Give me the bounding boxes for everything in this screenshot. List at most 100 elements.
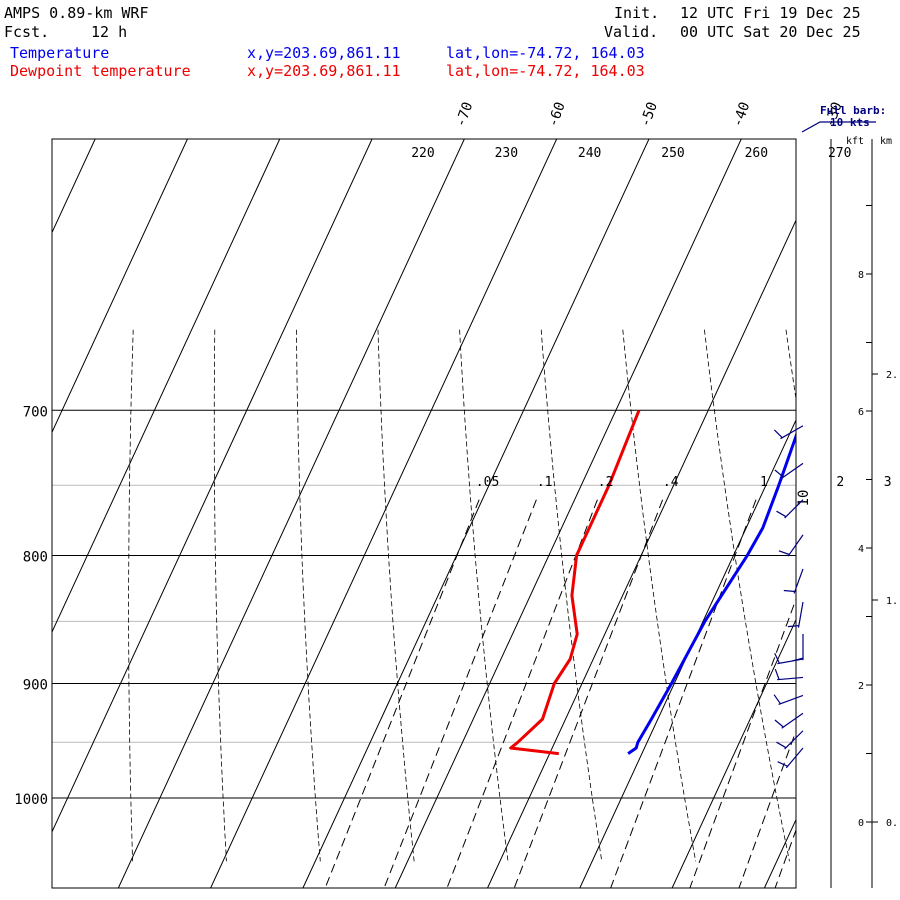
wind-barb xyxy=(783,568,804,594)
mixing-ratio-label: .4 xyxy=(663,475,679,490)
height-label-km: 0. xyxy=(886,818,898,829)
dry-adiabat xyxy=(128,329,134,862)
wind-barb xyxy=(792,634,804,662)
height-label-kft: 0 xyxy=(858,818,864,829)
legend-temperature-latlon: lat,lon=-74.72, 164.03 xyxy=(446,44,645,62)
height-label-kft: 4 xyxy=(858,544,864,555)
height-label-km: 2. xyxy=(886,370,898,381)
forecast-value: 12 h xyxy=(91,23,128,41)
theta-label: 240 xyxy=(578,146,601,161)
isotherm-line xyxy=(763,818,796,888)
height-axis: kft km 8 6 4 2 0 2. 1. 0. xyxy=(830,136,898,888)
legend-temperature-xy: x,y=203.69,861.11 xyxy=(247,44,401,62)
mixing-ratio-line xyxy=(324,499,480,888)
dry-adiabat xyxy=(377,329,415,862)
mixing-ratio-label: 3 xyxy=(884,475,892,490)
dry-adiabat xyxy=(213,329,227,862)
series-dewpoint-temperature xyxy=(509,409,641,756)
isotherm-line xyxy=(487,219,796,888)
legend-dewpoint-latlon: lat,lon=-74.72, 164.03 xyxy=(446,62,645,80)
isotherm-label: -50 xyxy=(637,100,661,129)
isotherm-line xyxy=(302,139,650,888)
dry-adiabat xyxy=(540,329,603,862)
wind-barb xyxy=(773,694,804,705)
mixing-ratio-label: 1 xyxy=(760,475,768,490)
height-label-kft: 2 xyxy=(858,681,864,692)
isotherm-line xyxy=(52,139,373,833)
isotherm-line xyxy=(210,139,558,888)
mixing-ratio-label: .1 xyxy=(537,475,553,490)
mixing-ratio-label: 2 xyxy=(836,475,844,490)
isotherm-line xyxy=(52,139,281,634)
forecast-label: Fcst. xyxy=(4,23,50,41)
wind-barb xyxy=(776,499,804,519)
isotherms xyxy=(52,139,900,888)
pressure-label-700: 700 xyxy=(23,404,48,420)
height-units-kft: kft xyxy=(846,136,864,147)
pressure-label-1000: 1000 xyxy=(14,792,48,808)
pressure-gridlines xyxy=(52,409,796,799)
init-value: 12 UTC Fri 19 Dec 25 xyxy=(680,4,861,22)
dry-adiabat xyxy=(785,329,796,402)
pressure-label-800: 800 xyxy=(23,549,48,565)
isotherm-line xyxy=(394,139,742,888)
wind-barb xyxy=(774,462,804,479)
isotherm-label: -60 xyxy=(545,100,569,129)
isotherm-line xyxy=(857,139,900,888)
isotherm-line xyxy=(52,139,96,234)
theta-label: 220 xyxy=(411,146,434,161)
mixing-ratio-line xyxy=(774,828,796,888)
dry-adiabat xyxy=(704,329,790,862)
barb-note-sample xyxy=(801,121,876,133)
wind-barb xyxy=(773,425,804,440)
barb-note-line1: Full barb: xyxy=(820,104,886,117)
mixing-ratio-line xyxy=(383,499,537,888)
theta-label: 250 xyxy=(661,146,684,161)
pressure-label-900: 900 xyxy=(23,677,48,693)
theta-label: 270 xyxy=(828,146,851,161)
dry-adiabat xyxy=(296,329,321,862)
model-title: AMPS 0.89-km WRF xyxy=(4,4,149,22)
wind-barb xyxy=(774,652,804,665)
dry-adiabat xyxy=(459,329,509,862)
dry-adiabat xyxy=(622,329,697,862)
height-label-km: 1. xyxy=(886,596,898,607)
isotherm-line xyxy=(579,418,796,888)
valid-value: 00 UTC Sat 20 Dec 25 xyxy=(680,23,861,41)
mixing-ratio-line xyxy=(689,597,796,888)
mixing-ratio-line xyxy=(738,729,796,888)
legend-dewpoint-xy: x,y=203.69,861.11 xyxy=(247,62,401,80)
mixing-ratio-label: .2 xyxy=(598,475,614,490)
isotherm-label: -70 xyxy=(453,100,477,129)
height-label-kft: 8 xyxy=(858,270,864,281)
theta-label: 230 xyxy=(495,146,518,161)
valid-label: Valid. xyxy=(604,23,659,41)
wind-barb xyxy=(787,601,804,628)
init-label: Init. xyxy=(614,4,660,22)
wind-barb xyxy=(774,712,804,729)
mixing-ratio-label: .05 xyxy=(476,475,499,490)
wind-barb xyxy=(778,534,804,557)
isotherm-line xyxy=(671,618,796,888)
mixing-ratio-line xyxy=(610,499,757,888)
wind-barb xyxy=(777,747,804,769)
mixing-ratio-line xyxy=(828,500,900,888)
theta-label: 260 xyxy=(745,146,768,161)
height-units-km: km xyxy=(880,136,892,147)
plot-area xyxy=(52,139,900,888)
mixing-ratio-lines xyxy=(324,499,900,888)
plot-frame xyxy=(51,138,797,889)
legend-temperature-name: Temperature xyxy=(10,44,110,62)
height-label-kft: 6 xyxy=(858,407,864,418)
legend-dewpoint-name: Dewpoint temperature xyxy=(10,62,191,80)
isotherm-label: -40 xyxy=(730,100,754,129)
axis-labels: 7008009001000-70-60-50-40-30-20-10022023… xyxy=(14,100,892,808)
isotherm-line xyxy=(52,139,188,434)
isotherm-line xyxy=(117,139,465,888)
wind-barbs xyxy=(773,425,804,769)
wind-barb xyxy=(774,668,804,681)
dry-adiabats xyxy=(128,329,796,862)
series-temperature xyxy=(627,431,796,755)
wind-barb xyxy=(776,730,804,750)
